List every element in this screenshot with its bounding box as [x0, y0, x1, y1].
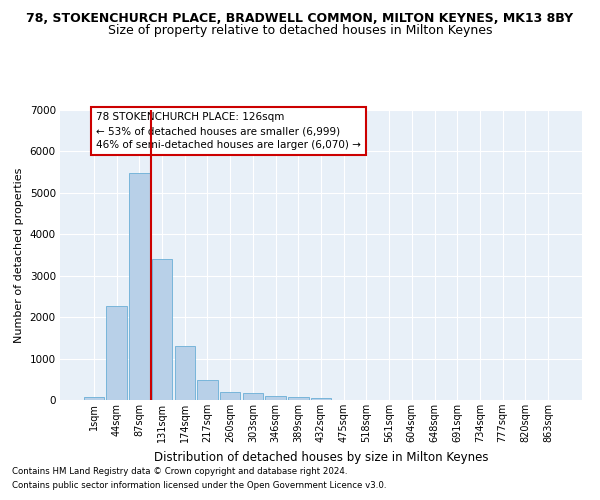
Bar: [197, 380, 218, 400]
Bar: [265, 396, 286, 400]
Bar: [311, 398, 331, 400]
Bar: [242, 393, 263, 400]
Bar: [152, 259, 172, 400]
Bar: [84, 396, 104, 400]
X-axis label: Distribution of detached houses by size in Milton Keynes: Distribution of detached houses by size …: [154, 450, 488, 464]
Y-axis label: Number of detached properties: Number of detached properties: [14, 168, 24, 342]
Text: Contains HM Land Registry data © Crown copyright and database right 2024.: Contains HM Land Registry data © Crown c…: [12, 467, 347, 476]
Text: 78 STOKENCHURCH PLACE: 126sqm
← 53% of detached houses are smaller (6,999)
46% o: 78 STOKENCHURCH PLACE: 126sqm ← 53% of d…: [96, 112, 361, 150]
Bar: [220, 392, 241, 400]
Bar: [175, 346, 195, 400]
Text: 78, STOKENCHURCH PLACE, BRADWELL COMMON, MILTON KEYNES, MK13 8BY: 78, STOKENCHURCH PLACE, BRADWELL COMMON,…: [26, 12, 574, 26]
Bar: [288, 397, 308, 400]
Text: Contains public sector information licensed under the Open Government Licence v3: Contains public sector information licen…: [12, 481, 386, 490]
Bar: [129, 173, 149, 400]
Bar: [106, 306, 127, 400]
Text: Size of property relative to detached houses in Milton Keynes: Size of property relative to detached ho…: [108, 24, 492, 37]
